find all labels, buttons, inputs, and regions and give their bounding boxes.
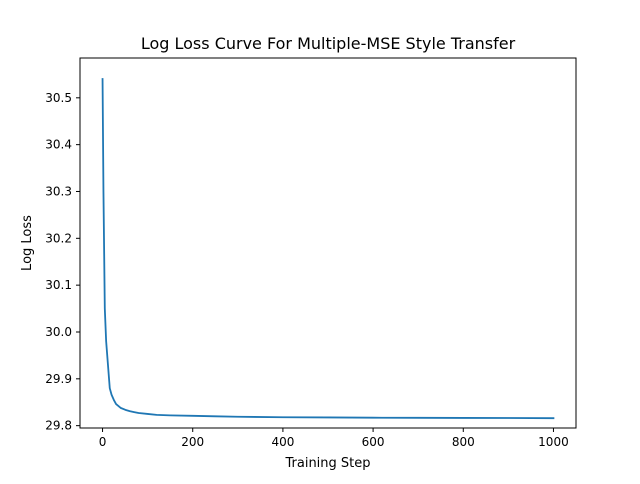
plot-area <box>80 58 576 428</box>
y-axis-ticks: 29.8 29.9 30.0 30.1 30.2 30.3 30.4 30.5 <box>45 91 80 433</box>
x-tick-label: 0 <box>99 435 107 449</box>
x-axis-label: Training Step <box>284 456 370 471</box>
x-tick-label: 1000 <box>538 435 569 449</box>
x-tick-label: 600 <box>362 435 385 449</box>
x-tick-label: 200 <box>181 435 204 449</box>
y-tick-label: 30.1 <box>45 278 72 292</box>
axes-frame <box>79 57 577 429</box>
series-line-0 <box>101 78 555 420</box>
y-axis-label: Log Loss <box>20 215 35 271</box>
y-tick-label: 30.0 <box>45 325 72 339</box>
chart-title: Log Loss Curve For Multiple-MSE Style Tr… <box>141 34 516 53</box>
y-tick-label: 30.2 <box>45 231 72 245</box>
y-tick-label: 30.5 <box>45 91 72 105</box>
x-tick-label: 800 <box>452 435 475 449</box>
y-tick-label: 29.9 <box>45 372 72 386</box>
y-tick-label: 29.8 <box>45 419 72 433</box>
x-axis-ticks: 0 200 400 600 800 1000 <box>99 428 569 449</box>
series-layer <box>101 78 555 420</box>
x-tick-label: 400 <box>271 435 294 449</box>
y-tick-label: 30.3 <box>45 184 72 198</box>
y-tick-label: 30.4 <box>45 138 72 152</box>
